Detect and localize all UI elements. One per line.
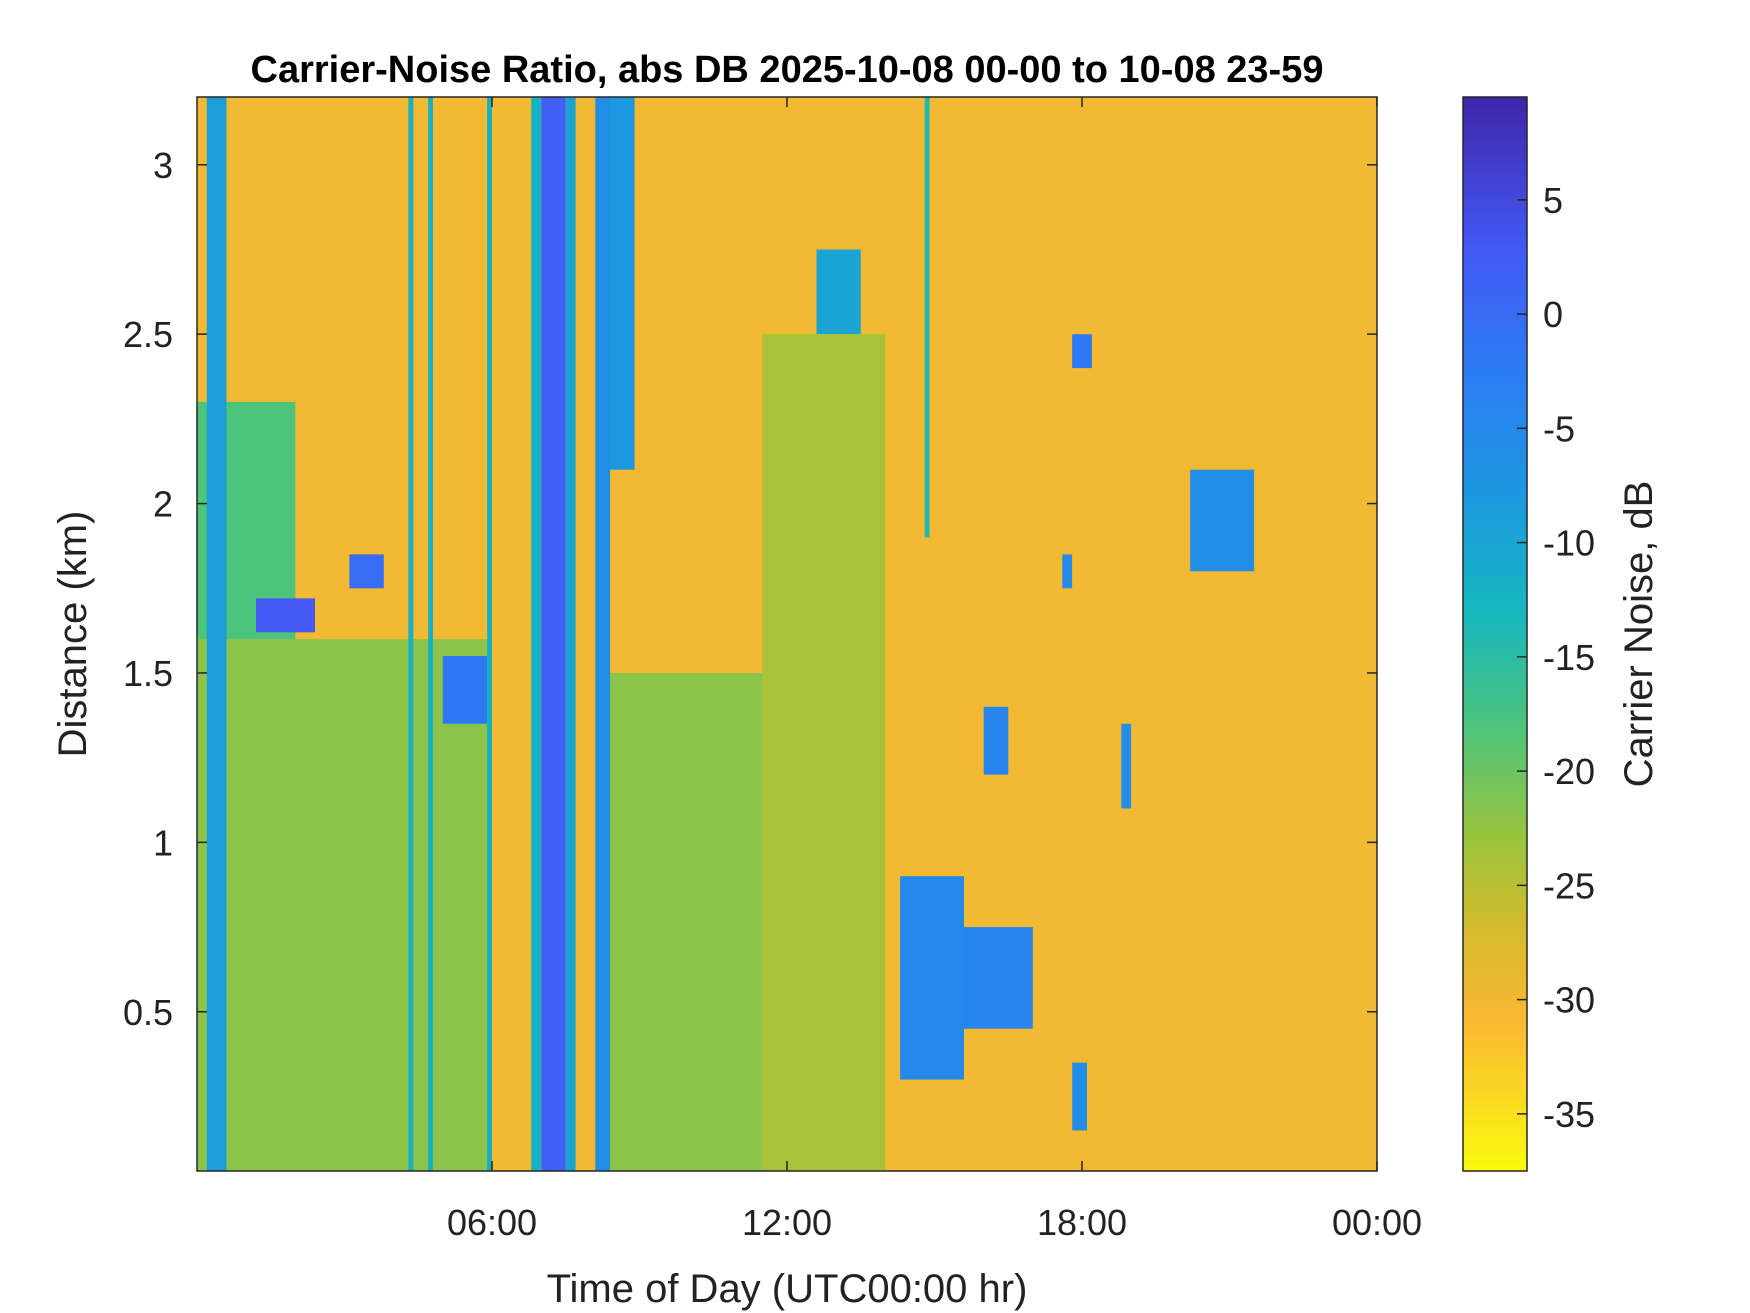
chart-title: Carrier-Noise Ratio, abs DB 2025-10-08 0… — [251, 49, 1324, 91]
heatmap-cell-14 — [610, 673, 763, 1171]
heatmap-cell-13 — [487, 97, 492, 1171]
colorbar-tick-label: -35 — [1543, 1094, 1595, 1135]
colorbar-tick-label: -20 — [1543, 751, 1595, 792]
colorbar-tick-label: -15 — [1543, 637, 1595, 678]
heatmap-cell-10 — [442, 656, 488, 724]
colorbar-ticks: 5 0 -5 -10 -15 -20 -25 -30 -35 — [1517, 180, 1595, 1135]
heatmap-cell-7 — [206, 97, 227, 1171]
heatmap-cell-0 — [541, 97, 566, 1171]
colorbar-tick-label: -25 — [1543, 865, 1595, 906]
colorbar-tick-label: -5 — [1543, 408, 1575, 449]
y-tick-label: 2 — [153, 484, 173, 525]
heatmap-cell-19 — [924, 97, 930, 538]
x-tick-label: 00:00 — [1332, 1202, 1422, 1243]
y-tick-label: 1 — [153, 822, 173, 863]
heatmap-cell-9 — [349, 554, 384, 589]
heatmap-cell-23 — [1072, 334, 1092, 369]
heatmap-cell-21 — [964, 927, 1033, 1029]
heatmap-cell-17 — [816, 249, 861, 335]
heatmap-cell-27 — [1072, 1062, 1087, 1131]
y-tick-label: 3 — [153, 145, 173, 186]
heatmap-cell-8 — [256, 598, 315, 633]
heatmap — [197, 97, 1377, 1171]
colorbar-tick-label: 5 — [1543, 180, 1563, 221]
heatmap-cell-5 — [197, 639, 492, 1171]
heatmap-cell-24 — [1190, 469, 1255, 572]
x-tick-label: 18:00 — [1037, 1202, 1127, 1243]
heatmap-cell-26 — [1062, 554, 1073, 589]
heatmap-cell-18 — [762, 334, 886, 1171]
colorbar: 5 0 -5 -10 -15 -20 -25 -30 -35 Carrier Noise, dB — [1462, 96, 1661, 1172]
y-axis-label: Distance (km) — [51, 511, 95, 758]
heatmap-cell-20 — [900, 876, 964, 1080]
heatmap-cell-11 — [428, 97, 433, 1171]
y-tick-label: 1.5 — [123, 653, 173, 694]
heatmap-cell-1 — [531, 97, 542, 1171]
colorbar-label: Carrier Noise, dB — [1617, 481, 1661, 788]
colorbar-tick-label: -10 — [1543, 523, 1595, 564]
y-axis: 0.5 1 1.5 2 2.5 3 — [123, 145, 1377, 1033]
heatmap-cell-3 — [595, 97, 611, 1171]
heatmap-cell-4 — [610, 97, 635, 470]
y-tick-label: 0.5 — [123, 992, 173, 1033]
colorbar-scale — [1462, 96, 1528, 1172]
heatmap-cell-22 — [983, 706, 1009, 775]
x-axis-label: Time of Day (UTC00:00 hr) — [547, 1267, 1028, 1311]
x-tick-label: 12:00 — [742, 1202, 832, 1243]
heatmap-cell-2 — [565, 97, 576, 1171]
heatmap-cell-12 — [408, 97, 414, 1171]
x-axis: 06:00 12:00 18:00 00:00 — [447, 97, 1422, 1243]
x-tick-label: 06:00 — [447, 1202, 537, 1243]
colorbar-tick-label: -30 — [1543, 980, 1595, 1021]
heatmap-cell-25 — [1121, 723, 1132, 809]
colorbar-tick-label: 0 — [1543, 294, 1563, 335]
y-tick-label: 2.5 — [123, 314, 173, 355]
